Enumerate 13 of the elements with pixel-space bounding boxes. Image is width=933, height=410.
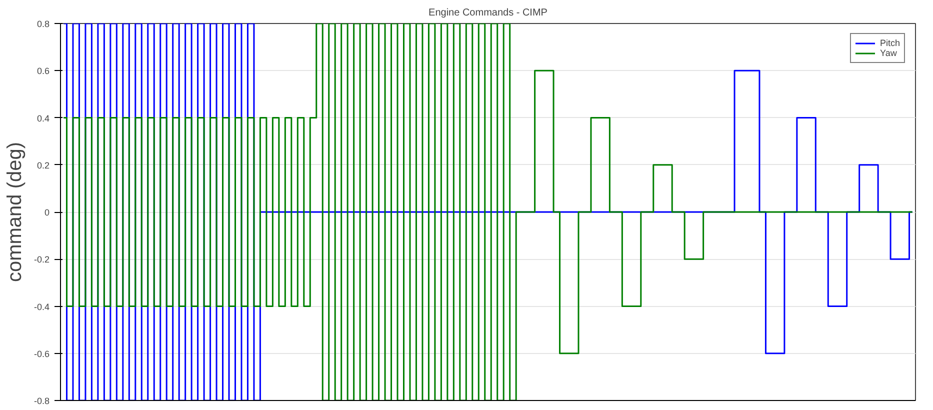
y-tick-label: 0.6 xyxy=(36,66,50,76)
y-tick-label: -0.2 xyxy=(34,254,50,265)
y-tick-label: -0.8 xyxy=(34,396,50,406)
y-tick-label: 0 xyxy=(44,208,50,218)
y-tick-label: -0.4 xyxy=(34,302,50,312)
y-tick-label: 0.8 xyxy=(36,19,50,29)
legend-label: Yaw xyxy=(880,48,898,58)
legend-label: Pitch xyxy=(880,38,900,48)
y-axis-title: command (deg) xyxy=(4,142,26,282)
y-tick-label: 0.2 xyxy=(36,160,50,170)
chart-title: Engine Commands - CIMP xyxy=(428,8,548,18)
y-tick-label: -0.6 xyxy=(34,348,50,359)
y-tick-label: 0.4 xyxy=(36,113,50,124)
